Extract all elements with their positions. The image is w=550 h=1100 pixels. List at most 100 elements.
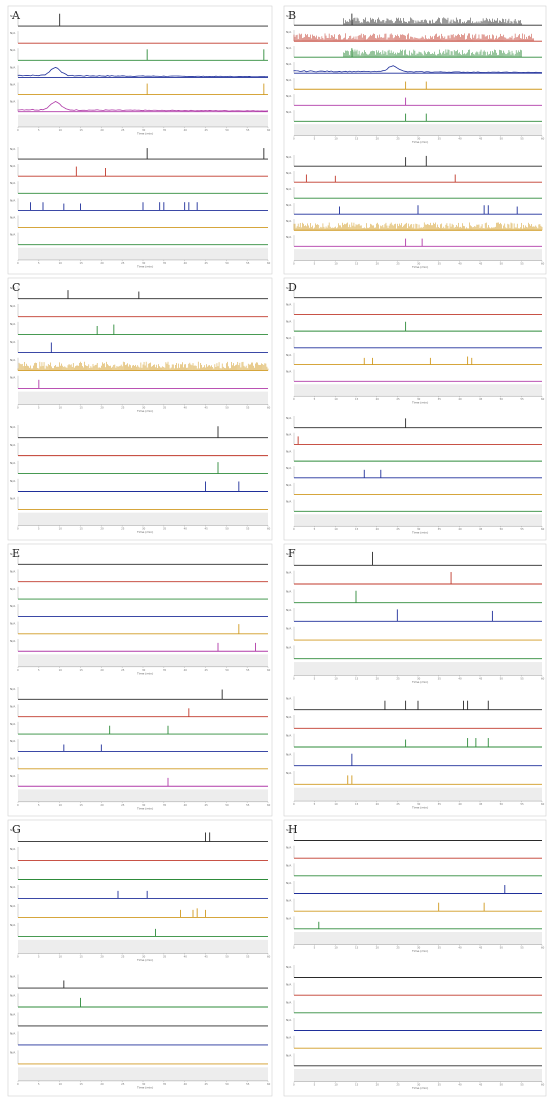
x-tick-label: 5 <box>314 262 316 266</box>
axis-shade <box>294 384 542 397</box>
x-tick-label: 30 <box>142 405 146 409</box>
trace-broad <box>293 65 543 74</box>
x-tick-label: 60 <box>267 954 271 958</box>
axis-shade <box>18 114 268 127</box>
track-label: N/A <box>10 164 16 168</box>
x-axis-title: Time (min) <box>136 409 153 413</box>
track-label: N/A <box>10 497 16 501</box>
track-label: N/A <box>286 1018 292 1022</box>
x-tick-label: 5 <box>38 954 40 958</box>
x-tick-label: 20 <box>376 527 380 531</box>
x-axis-title: Time (min) <box>411 949 428 953</box>
x-tick-label: 5 <box>38 668 40 672</box>
track-label: N/A <box>10 757 16 761</box>
trace-track-orange: N/A <box>286 1035 542 1049</box>
track-label: N/A <box>286 353 292 357</box>
trace-track-green: N/A <box>286 110 542 122</box>
track-label: N/A <box>286 187 292 191</box>
trace-track-orange: N/A <box>286 771 542 785</box>
x-tick-label: 55 <box>520 527 524 531</box>
trace-track-green: N/A <box>286 733 542 748</box>
x-tick-label: 20 <box>376 802 380 806</box>
x-tick-label: 20 <box>100 405 104 409</box>
axis-shade <box>18 789 268 802</box>
trace-track-blue: N/A <box>286 466 542 479</box>
panel-b: BN/AN/AN/AN/AN/AN/AN/A0 5 10 15 20 25 30 35 40 45… <box>283 5 547 275</box>
x-tick-label: 25 <box>121 261 125 265</box>
trace-track-orange: N/A <box>286 219 543 231</box>
track-label: N/A <box>10 704 16 708</box>
trace-track-blue: N/A <box>286 203 542 215</box>
x-tick-label: 10 <box>59 954 63 958</box>
x-tick-label: 40 <box>458 137 462 141</box>
trace-track-black: N/A <box>10 1012 268 1027</box>
x-tick-label: 55 <box>246 668 250 672</box>
trace-track-magenta: N/A <box>286 94 542 106</box>
x-tick-label: 55 <box>520 946 524 950</box>
panel-label: D <box>288 281 297 294</box>
panel-a: AN/AN/AN/AN/AN/AN/A0 5 10 15 20 25 30 35 40 45 50 5… <box>7 5 273 275</box>
x-tick-label: 5 <box>314 527 316 531</box>
axis-shade <box>18 512 268 526</box>
x-tick-label: 5 <box>314 137 316 141</box>
trace-track-black: N/A <box>286 286 542 299</box>
x-tick-label: 15 <box>80 527 84 531</box>
x-tick-label: 10 <box>59 668 63 672</box>
panel-frame <box>283 277 547 541</box>
track-label: N/A <box>286 62 292 66</box>
track-group: N/A N/A N/A N/A N/A N/A 0 5 10 15 20 25 30 35 40 45 50 55… <box>286 828 545 953</box>
x-tick-label: 55 <box>246 803 250 807</box>
trace-noise <box>343 17 522 26</box>
trace-track-black: N/A <box>10 552 268 565</box>
axis-shade <box>18 247 268 260</box>
axis-shade <box>294 249 542 261</box>
track-label: N/A <box>286 449 292 453</box>
x-tick-label: 60 <box>541 1083 545 1087</box>
trace-track-green: N/A <box>286 187 542 199</box>
track-label: N/A <box>286 846 292 850</box>
trace-track-black: N/A <box>286 416 542 429</box>
x-tick-label: 55 <box>246 1082 250 1086</box>
x-tick-label: 25 <box>396 946 400 950</box>
track-label: N/A <box>10 639 16 643</box>
x-tick-label: 25 <box>121 668 125 672</box>
track-label: N/A <box>10 376 16 380</box>
axis-shade <box>294 124 542 136</box>
trace-track-red: N/A <box>286 302 542 315</box>
x-tick-label: 35 <box>438 946 442 950</box>
trace-track-green: N/A <box>286 1000 542 1014</box>
track-label: N/A <box>286 303 292 307</box>
track-group: N/A N/A N/A N/A N/A 0 5 10 15 20 25 30 35 40 45 50 55 60 T… <box>10 974 271 1089</box>
x-axis-title: Time (min) <box>411 1086 428 1090</box>
x-tick-label: 30 <box>417 262 421 266</box>
trace-track-orange: N/A <box>286 626 542 641</box>
trace-track-green: N/A <box>10 721 268 735</box>
track-label: N/A <box>10 1012 16 1016</box>
track-group: N/A N/A N/A N/A N/A N/A N/A 0 5 10 15 20 25 30 35 40 45 5… <box>286 13 545 144</box>
trace-track-orange: N/A <box>10 496 268 510</box>
trace-track-orange: N/A <box>10 756 268 770</box>
trace-track-black: N/A <box>10 13 268 27</box>
x-tick-label: 30 <box>142 527 146 531</box>
x-tick-label: 60 <box>541 397 545 401</box>
x-tick-label: 5 <box>38 128 40 132</box>
x-tick-label: 60 <box>267 668 271 672</box>
trace-track-magenta: N/A <box>10 99 269 113</box>
track-label: N/A <box>10 322 16 326</box>
track-label: N/A <box>286 899 292 903</box>
x-tick-label: 60 <box>541 676 545 680</box>
x-tick-label: 10 <box>334 397 338 401</box>
x-tick-label: 50 <box>500 802 504 806</box>
track-label: N/A <box>286 627 292 631</box>
x-tick-label: 0 <box>17 261 19 265</box>
x-axis-title: Time (min) <box>411 265 428 269</box>
x-tick-label: 50 <box>225 668 229 672</box>
trace-track-green: N/A <box>286 645 542 660</box>
track-label: N/A <box>286 336 292 340</box>
track-label: N/A <box>10 48 16 52</box>
track-label: N/A <box>286 589 292 593</box>
trace-track-red: N/A <box>10 704 268 718</box>
trace-track-black: N/A <box>10 974 268 989</box>
track-label: N/A <box>10 687 16 691</box>
axis-shade <box>294 662 542 676</box>
